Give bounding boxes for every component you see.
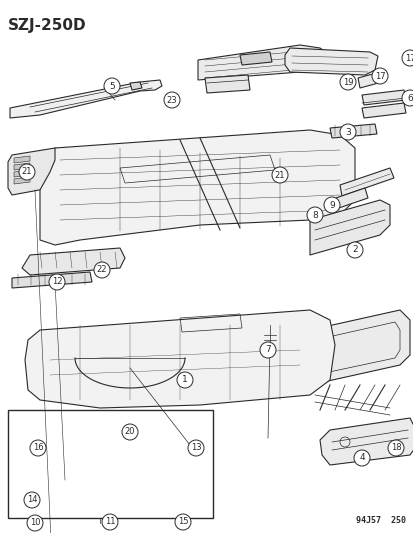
Text: 10: 10	[30, 519, 40, 528]
Circle shape	[175, 514, 190, 530]
Polygon shape	[240, 52, 271, 65]
Circle shape	[371, 68, 387, 84]
Circle shape	[323, 197, 339, 213]
Text: SZJ-250D: SZJ-250D	[8, 18, 86, 33]
Polygon shape	[357, 72, 381, 88]
Text: 1: 1	[182, 376, 188, 384]
Circle shape	[164, 92, 180, 108]
Text: 15: 15	[177, 518, 188, 527]
Circle shape	[401, 90, 413, 106]
Polygon shape	[25, 310, 334, 408]
Text: 6: 6	[406, 93, 412, 102]
Circle shape	[306, 207, 322, 223]
Circle shape	[271, 167, 287, 183]
Polygon shape	[284, 310, 409, 385]
Text: 8: 8	[311, 211, 317, 220]
Text: 12: 12	[52, 278, 62, 287]
Polygon shape	[22, 248, 125, 275]
Text: 21: 21	[22, 167, 32, 176]
Polygon shape	[14, 177, 30, 184]
Polygon shape	[10, 440, 195, 512]
Circle shape	[177, 372, 192, 388]
Text: 17: 17	[404, 53, 413, 62]
Text: 18: 18	[390, 443, 400, 453]
Circle shape	[49, 274, 65, 290]
Circle shape	[19, 164, 35, 180]
Polygon shape	[12, 418, 95, 452]
Polygon shape	[204, 75, 249, 93]
Polygon shape	[14, 170, 30, 177]
Text: 23: 23	[166, 95, 177, 104]
Polygon shape	[284, 48, 377, 75]
Polygon shape	[197, 45, 329, 80]
Circle shape	[104, 78, 120, 94]
Circle shape	[27, 515, 43, 531]
Text: 19: 19	[342, 77, 352, 86]
Text: 22: 22	[97, 265, 107, 274]
Circle shape	[353, 450, 369, 466]
Circle shape	[401, 50, 413, 66]
Polygon shape	[102, 415, 152, 443]
Text: 9: 9	[328, 200, 334, 209]
Circle shape	[346, 242, 362, 258]
Circle shape	[339, 124, 355, 140]
Polygon shape	[130, 82, 142, 90]
Text: 17: 17	[374, 71, 385, 80]
Polygon shape	[309, 200, 389, 255]
Text: 2: 2	[351, 246, 357, 254]
Polygon shape	[171, 415, 194, 432]
Polygon shape	[8, 148, 72, 195]
Polygon shape	[14, 163, 30, 170]
Text: 11: 11	[104, 518, 115, 527]
Text: 7: 7	[264, 345, 270, 354]
Text: 13: 13	[190, 443, 201, 453]
Polygon shape	[10, 80, 161, 118]
Circle shape	[24, 492, 40, 508]
Text: 5: 5	[109, 82, 114, 91]
Polygon shape	[14, 156, 30, 163]
Circle shape	[30, 440, 46, 456]
Text: 4: 4	[358, 454, 364, 463]
Polygon shape	[329, 188, 367, 210]
Circle shape	[259, 342, 275, 358]
Circle shape	[94, 262, 110, 278]
Text: 94J57  250: 94J57 250	[355, 516, 405, 525]
FancyBboxPatch shape	[8, 410, 212, 518]
Text: 21: 21	[274, 171, 285, 180]
Polygon shape	[361, 90, 405, 105]
Polygon shape	[319, 418, 413, 465]
Polygon shape	[329, 124, 376, 138]
Text: 20: 20	[124, 427, 135, 437]
Circle shape	[339, 74, 355, 90]
Polygon shape	[12, 272, 92, 288]
Text: 3: 3	[344, 127, 350, 136]
Polygon shape	[339, 168, 393, 196]
Circle shape	[188, 440, 204, 456]
Circle shape	[387, 440, 403, 456]
Text: 14: 14	[27, 496, 37, 505]
Text: 16: 16	[33, 443, 43, 453]
Polygon shape	[171, 428, 204, 462]
Circle shape	[122, 424, 138, 440]
Polygon shape	[40, 130, 354, 245]
Polygon shape	[361, 103, 405, 118]
Circle shape	[102, 514, 118, 530]
